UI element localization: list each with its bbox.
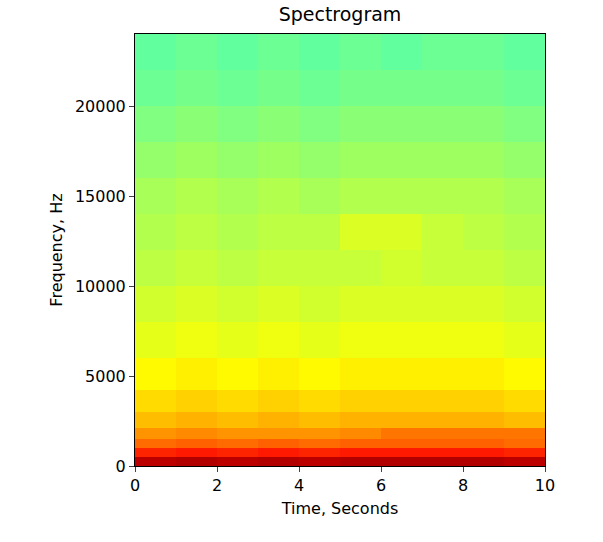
svg-text:6: 6 [376,476,386,495]
svg-text:8: 8 [458,476,468,495]
svg-text:0: 0 [130,476,140,495]
svg-text:20000: 20000 [75,97,126,116]
svg-text:0: 0 [116,457,126,476]
svg-text:10: 10 [535,476,555,495]
svg-text:10000: 10000 [75,277,126,296]
svg-text:Spectrogram: Spectrogram [279,3,402,25]
svg-text:2: 2 [212,476,222,495]
svg-text:Frequency, Hz: Frequency, Hz [47,193,66,306]
svg-text:Time, Seconds: Time, Seconds [281,499,399,518]
svg-text:15000: 15000 [75,187,126,206]
svg-text:5000: 5000 [85,367,126,386]
svg-text:4: 4 [294,476,304,495]
